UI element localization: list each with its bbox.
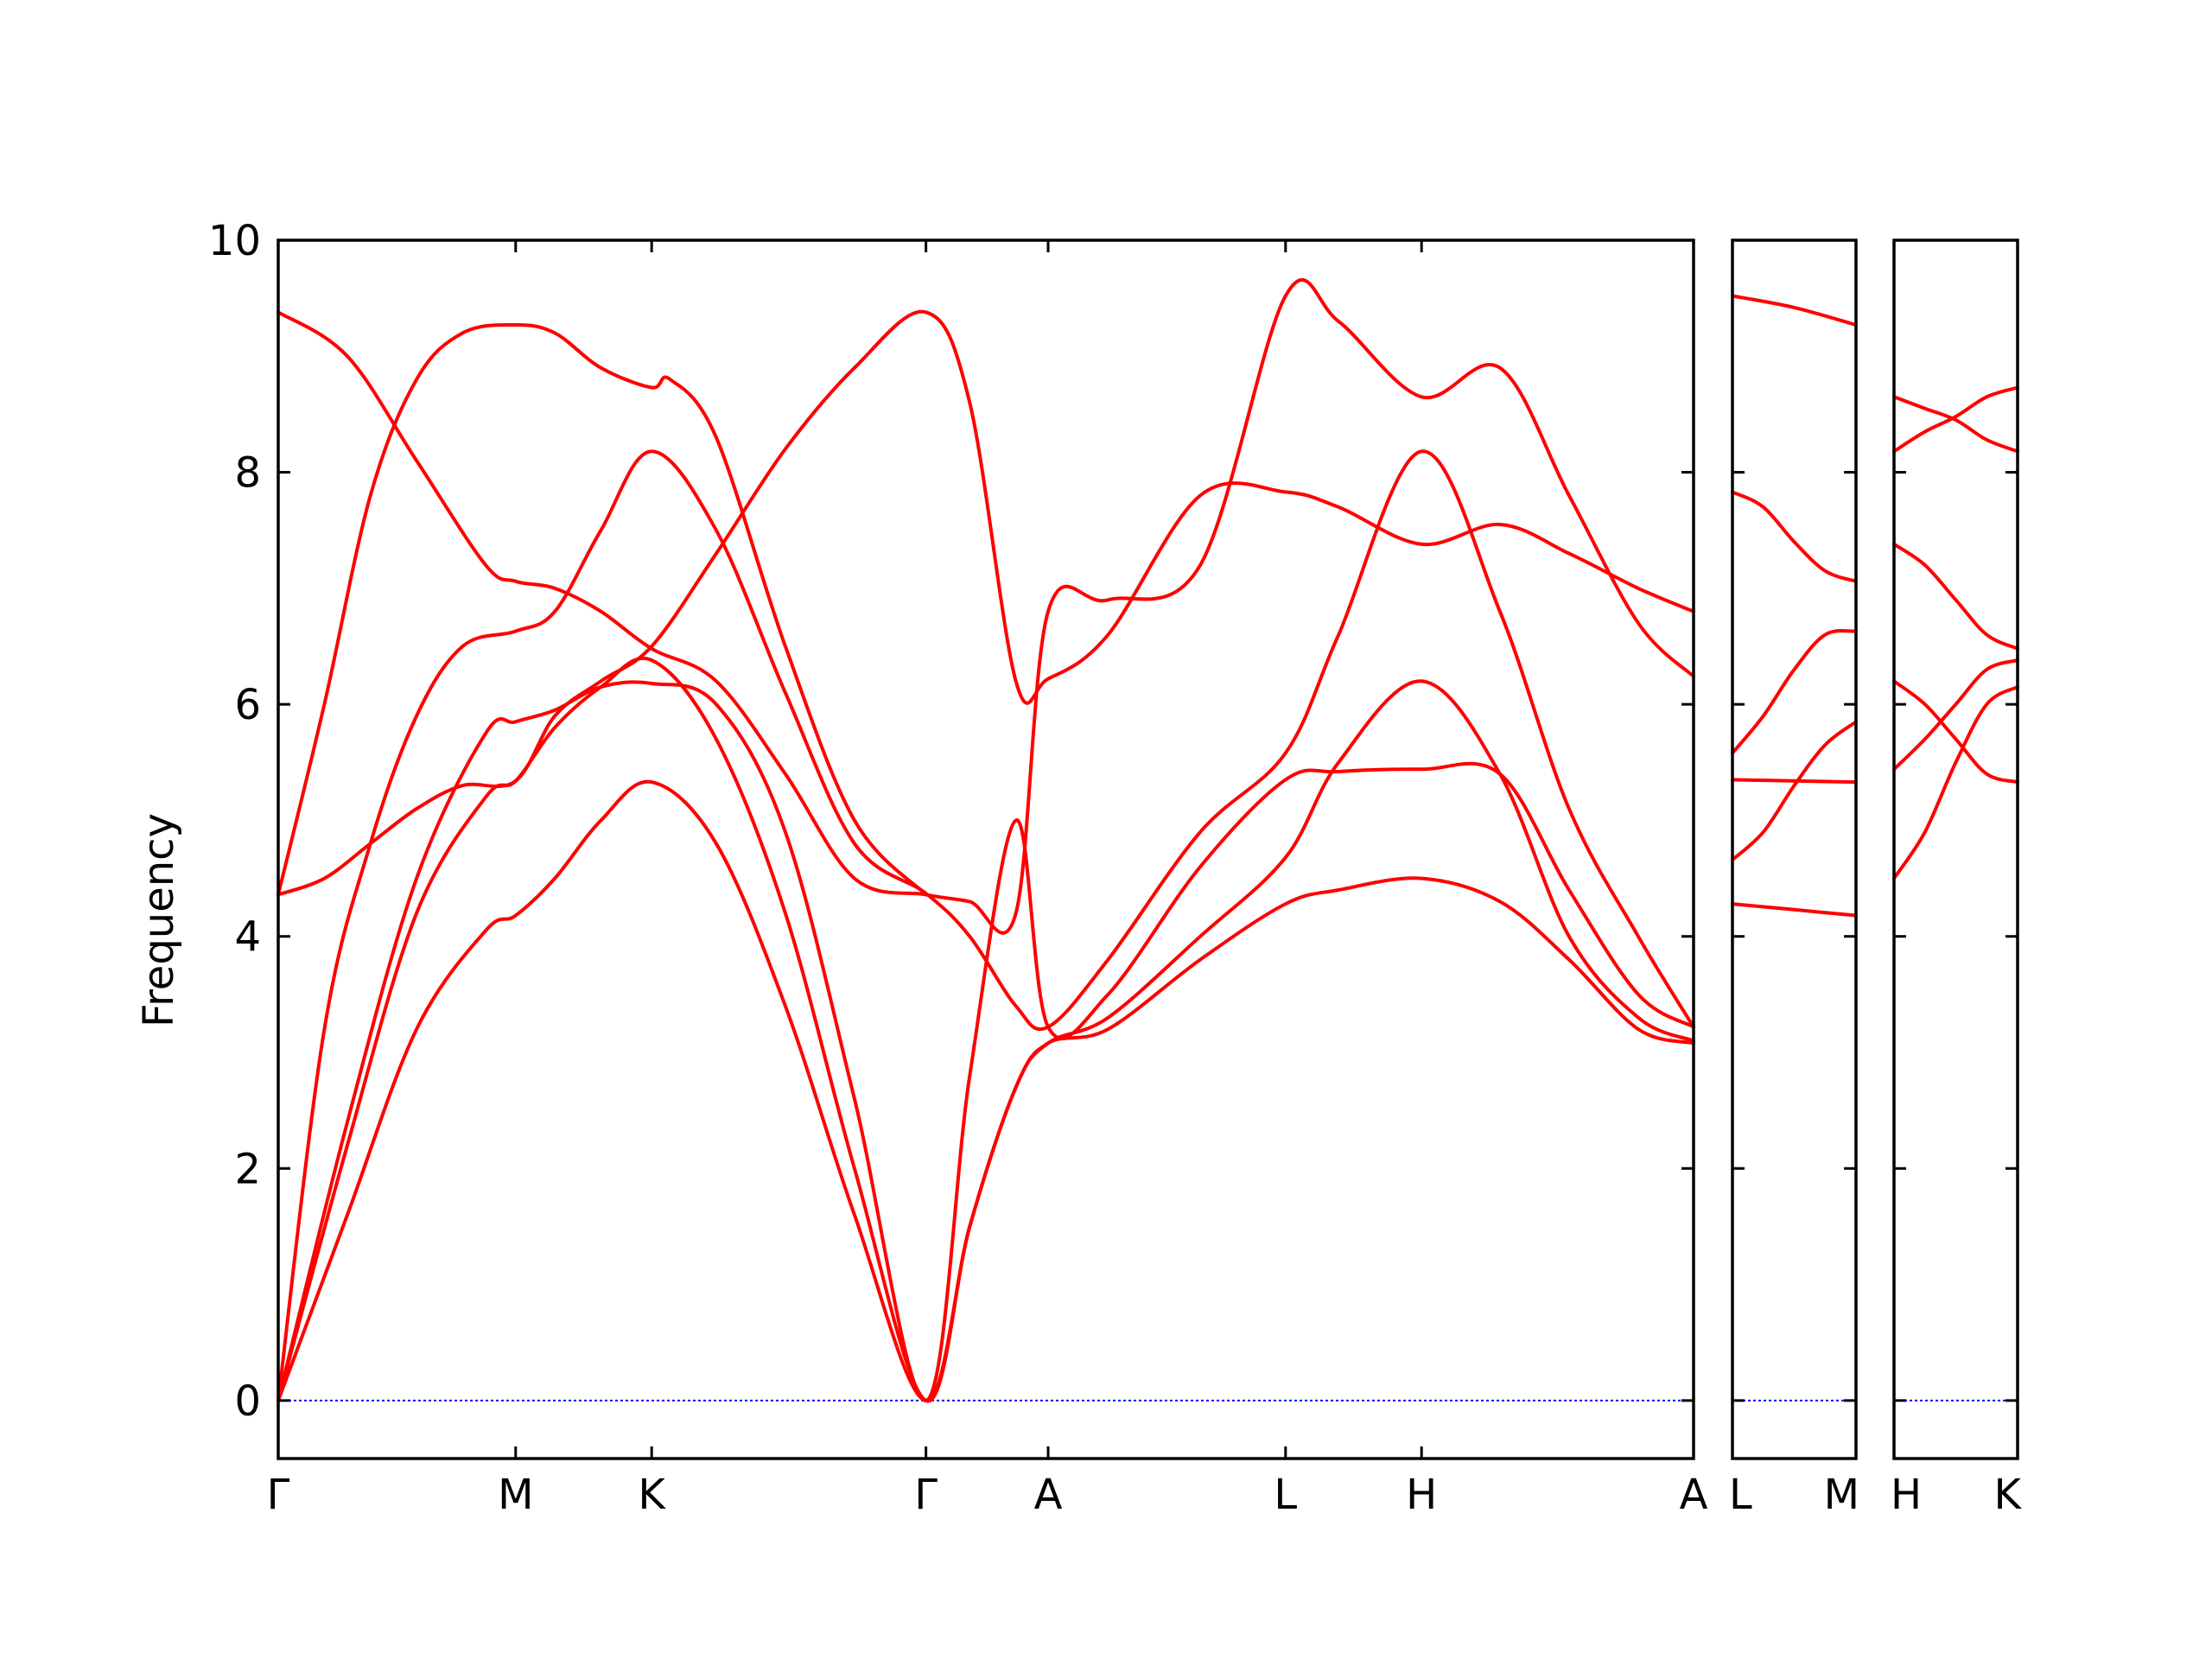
x-tick-label: H bbox=[1406, 1471, 1437, 1519]
panel-frame bbox=[276, 238, 1695, 1460]
band-p3-b3 bbox=[1892, 679, 2019, 785]
band-p3-b4 bbox=[1892, 542, 2019, 651]
band-p1-b1 bbox=[276, 779, 1695, 1402]
x-tick-label: L bbox=[1274, 1471, 1297, 1519]
y-tick-label: 8 bbox=[234, 449, 261, 498]
x-tick-label: Γ bbox=[914, 1471, 938, 1519]
band-p2-b6 bbox=[1731, 294, 1858, 327]
y-tick-label: 4 bbox=[234, 913, 261, 962]
y-axis-label: Frequency bbox=[135, 813, 183, 1027]
panel-p1: 0 2 4 6 8 10 Γ M K Γ A L H A bbox=[208, 217, 1708, 1519]
band-p2-b3 bbox=[1731, 778, 1858, 785]
x-tick-label: A bbox=[1034, 1471, 1063, 1519]
band-p1-b2 bbox=[276, 657, 1695, 1403]
band-p3-b5 bbox=[1892, 385, 2019, 454]
band-p1-b5 bbox=[276, 309, 1695, 897]
y-tick-label: 0 bbox=[234, 1377, 261, 1426]
y-tick-label: 2 bbox=[234, 1145, 261, 1193]
band-p3-b1 bbox=[1892, 685, 2019, 880]
x-tick-label: K bbox=[1994, 1471, 2023, 1519]
band-p1-b7 bbox=[276, 322, 928, 897]
panel-frame bbox=[1892, 238, 2019, 1460]
band-p3-b2 bbox=[1892, 658, 2019, 772]
x-tick-label: L bbox=[1729, 1471, 1752, 1519]
band-p1-b6 bbox=[276, 278, 1695, 935]
y-tick-label: 6 bbox=[234, 681, 261, 729]
x-tick-label: K bbox=[638, 1471, 666, 1519]
panel-frame bbox=[1731, 238, 1858, 1460]
band-p2-b1 bbox=[1731, 902, 1858, 918]
x-tick-label: Γ bbox=[267, 1471, 290, 1519]
band-p2-b2 bbox=[1731, 720, 1858, 862]
band-p2-b5 bbox=[1731, 490, 1858, 583]
band-p3-b6 bbox=[1892, 395, 2019, 454]
band-p2-b4 bbox=[1731, 628, 1858, 755]
x-tick-label: A bbox=[1680, 1471, 1708, 1519]
x-tick-label: M bbox=[1824, 1471, 1859, 1519]
y-tick-label: 10 bbox=[208, 217, 261, 265]
band-p1-b3 bbox=[276, 680, 1695, 1402]
x-tick-label: M bbox=[498, 1471, 533, 1519]
x-tick-label: H bbox=[1891, 1471, 1922, 1519]
